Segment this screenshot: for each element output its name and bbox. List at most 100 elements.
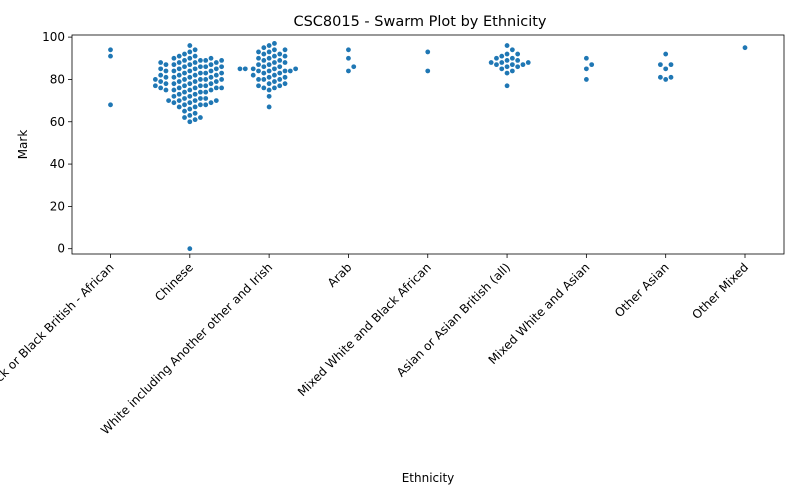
data-point	[509, 55, 515, 61]
data-point	[171, 81, 177, 87]
data-point	[256, 68, 261, 74]
data-point	[266, 87, 272, 93]
data-point	[509, 62, 515, 68]
data-point	[152, 77, 158, 82]
data-point	[203, 70, 209, 76]
data-point	[256, 77, 261, 82]
y-tick-label: 80	[50, 72, 65, 86]
data-point	[182, 89, 187, 95]
data-point	[219, 64, 225, 70]
data-point	[158, 79, 164, 84]
data-point	[504, 57, 510, 63]
data-point	[213, 66, 219, 72]
data-point	[282, 81, 288, 87]
data-point	[282, 53, 288, 59]
y-tick-label: 100	[42, 30, 65, 44]
x-axis: Black or Black British - African ChineseW…	[0, 254, 751, 437]
data-point	[213, 98, 219, 103]
data-point	[219, 57, 225, 63]
data-point	[742, 45, 748, 51]
data-point	[176, 79, 182, 84]
data-point	[182, 51, 187, 57]
data-point	[171, 100, 177, 106]
data-point	[583, 77, 589, 82]
data-point	[250, 66, 256, 72]
data-point	[187, 81, 193, 87]
data-point	[171, 55, 177, 61]
data-point	[176, 91, 182, 97]
data-point	[187, 55, 193, 61]
data-point	[192, 110, 198, 116]
data-point	[499, 60, 505, 65]
data-point	[657, 74, 663, 80]
data-point	[176, 85, 182, 91]
data-point	[272, 53, 277, 59]
data-point	[261, 45, 267, 51]
x-tick-label: Other Asian	[612, 260, 672, 320]
data-point	[198, 57, 203, 63]
data-point	[663, 51, 669, 57]
data-point	[266, 62, 272, 68]
data-point	[176, 72, 182, 78]
data-point	[256, 62, 261, 68]
data-point	[520, 62, 526, 68]
data-point	[272, 47, 277, 53]
data-point	[261, 77, 267, 82]
data-point	[182, 64, 187, 70]
data-point	[256, 83, 261, 89]
data-point	[182, 70, 187, 76]
data-point	[158, 60, 164, 65]
data-point	[208, 74, 214, 80]
data-point	[266, 104, 272, 110]
x-axis-title: Ethnicity	[402, 471, 455, 485]
data-point	[266, 74, 272, 80]
data-point	[203, 57, 209, 63]
data-point	[187, 43, 193, 48]
data-point	[192, 91, 198, 97]
data-point	[192, 47, 198, 53]
data-point	[192, 98, 198, 103]
data-point	[425, 68, 431, 74]
data-point	[261, 57, 267, 63]
data-point	[176, 98, 182, 103]
data-point	[176, 104, 182, 110]
y-tick-label: 40	[50, 157, 65, 171]
data-point	[266, 49, 272, 55]
data-point	[192, 53, 198, 59]
y-axis: 0 20 40 60 80 100	[42, 30, 72, 256]
data-point	[203, 83, 209, 89]
data-point	[277, 57, 283, 63]
data-point	[425, 49, 431, 55]
data-point	[198, 89, 203, 95]
data-point	[171, 87, 177, 93]
data-point	[663, 66, 669, 72]
data-point	[208, 55, 214, 61]
data-point	[272, 79, 277, 84]
data-point	[182, 108, 187, 114]
data-point	[509, 68, 515, 74]
data-point	[219, 85, 225, 91]
data-point	[515, 64, 521, 70]
data-point	[657, 62, 663, 68]
data-point	[213, 85, 219, 91]
data-point	[272, 85, 277, 91]
data-point	[282, 60, 288, 65]
x-tick-label: Chinese	[152, 260, 196, 304]
data-point	[266, 55, 272, 61]
data-point	[277, 77, 283, 82]
data-point	[261, 51, 267, 57]
data-point	[187, 100, 193, 106]
data-point	[266, 81, 272, 87]
data-point	[198, 115, 203, 120]
data-point	[250, 72, 256, 78]
data-point	[242, 66, 248, 72]
x-tick-label: White including Another other and Irish	[98, 260, 275, 437]
data-point	[509, 47, 515, 53]
data-point	[192, 72, 198, 78]
data-point	[499, 53, 505, 59]
data-point	[504, 43, 510, 48]
data-point	[203, 89, 209, 95]
data-point	[163, 74, 169, 80]
data-point	[203, 102, 209, 108]
data-point	[213, 60, 219, 65]
